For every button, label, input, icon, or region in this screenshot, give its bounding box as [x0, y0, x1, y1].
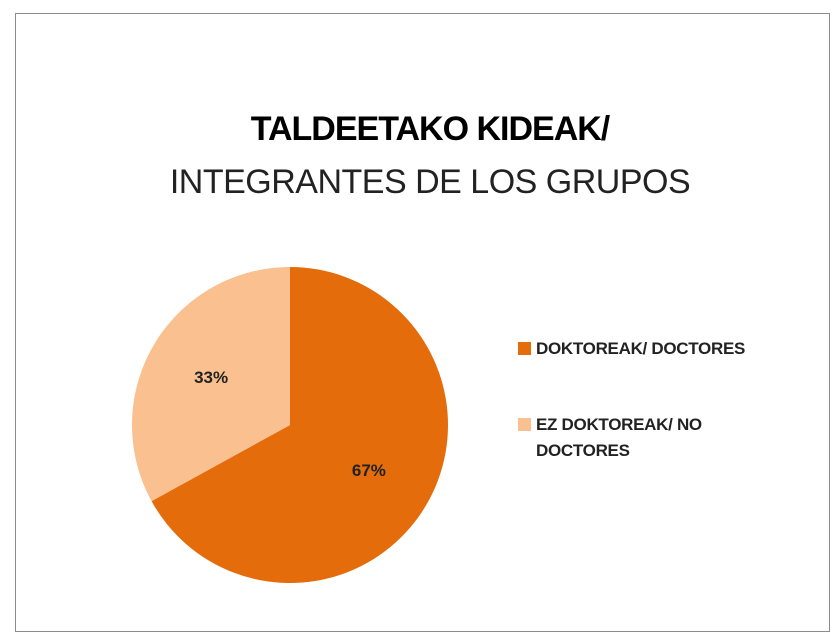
legend-label: EZ DOKTOREAK/ NO DOCTORES	[536, 415, 702, 460]
chart-title: TALDEETAKO KIDEAK/	[251, 110, 611, 148]
legend-swatch	[518, 418, 531, 431]
chart-frame	[15, 13, 830, 632]
chart-subtitle: INTEGRANTES DE LOS GRUPOS	[170, 163, 690, 201]
data-label: 67%	[352, 461, 386, 480]
legend-swatch	[518, 342, 531, 355]
data-label: 33%	[194, 368, 228, 387]
pie-slice	[132, 267, 290, 502]
legend-label: DOKTOREAK/ DOCTORES	[536, 339, 746, 358]
pie-slice	[151, 267, 449, 584]
